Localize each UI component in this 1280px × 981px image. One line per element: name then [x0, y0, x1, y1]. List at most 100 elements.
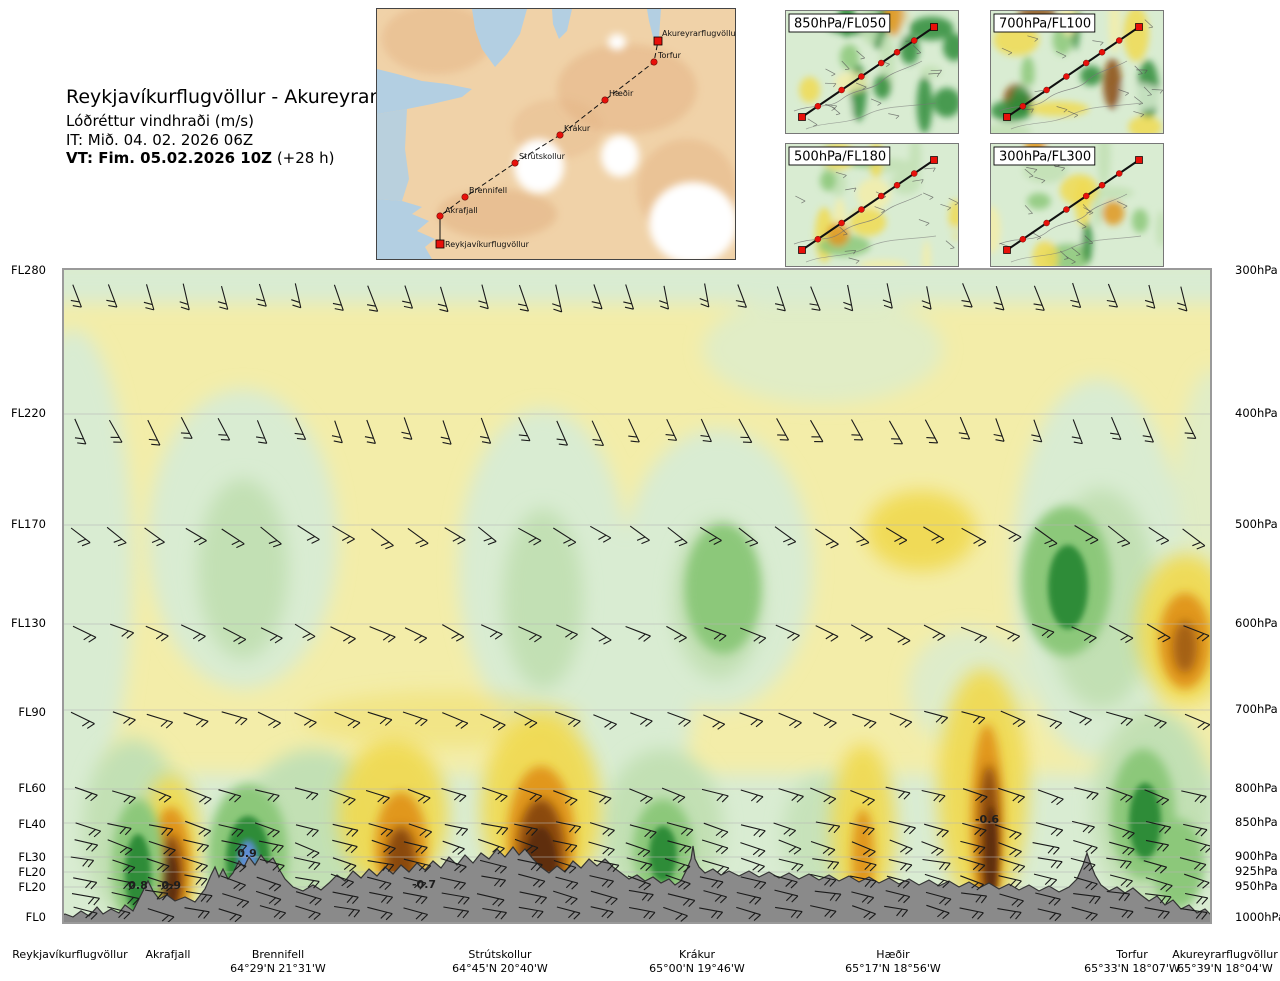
wind-barb: [441, 892, 470, 905]
pressure-tick: 900hPa: [1235, 849, 1278, 863]
wind-barb: [1031, 419, 1043, 443]
wind-barb: [699, 876, 724, 889]
wind-barb: [812, 858, 840, 870]
wind-barb: [667, 840, 692, 854]
wind-barb: [1146, 623, 1171, 643]
wind-barb: [518, 626, 542, 643]
wind-barb: [1073, 839, 1098, 854]
wind-barb: [369, 626, 396, 643]
wind-barb: [217, 285, 229, 310]
wind-barb: [1109, 874, 1133, 888]
panel-waypoint-marker: [838, 219, 845, 227]
wind-barb: [812, 712, 837, 729]
panel-label: 500hPa/FL180: [794, 150, 886, 165]
wind-barb: [1142, 417, 1154, 443]
wind-barb: [148, 824, 174, 837]
wind-barb: [112, 859, 136, 874]
location-name: Akureyrarflugvöllur: [1172, 948, 1278, 961]
location-coords: 65°00'N 19°46'W: [649, 962, 745, 975]
wind-barb: [962, 788, 988, 803]
wind-barb: [740, 824, 766, 838]
wind-barb: [514, 823, 538, 836]
wind-barb: [184, 907, 210, 919]
wind-barb: [699, 907, 724, 920]
wind-barb: [591, 284, 603, 310]
wind-barb: [556, 906, 581, 920]
wind-barb: [332, 857, 357, 872]
panel-canvas: 300hPa/FL300: [991, 144, 1163, 266]
panel-label-box: [788, 13, 891, 33]
wind-barb: [1073, 876, 1098, 891]
wind-barb: [1109, 906, 1134, 919]
wind-barb: [775, 906, 803, 919]
panel-waypoint-marker: [1098, 48, 1106, 56]
wind-barb: [924, 873, 950, 889]
pressure-tick: 925hPa: [1235, 864, 1278, 878]
valid-time-rest: (+28 h): [272, 149, 335, 168]
wind-barb: [368, 823, 394, 837]
page-title: Reykjavíkurflugvöllur - Akureyrarflugvöl…: [66, 86, 467, 108]
wind-barb: [924, 710, 949, 725]
wind-barb: [218, 789, 242, 803]
wind-barb: [887, 627, 911, 646]
panel-waypoint-marker: [910, 37, 918, 44]
wind-barb: [371, 528, 394, 550]
wind-barb: [590, 906, 614, 919]
wind-barb: [1033, 873, 1058, 887]
wind-barb: [815, 625, 839, 642]
wind-barb: [589, 822, 615, 837]
wind-barb: [661, 787, 686, 803]
wind-barb: [514, 838, 539, 854]
waypoint-marker: [650, 58, 658, 66]
wind-barb: [555, 821, 582, 834]
wind-barb: [260, 526, 282, 548]
wind-barb: [625, 625, 651, 642]
wind-barb: [112, 711, 136, 726]
wind-barb: [518, 906, 544, 919]
wind-barb: [404, 627, 428, 644]
wind-barb: [593, 714, 617, 730]
wind-barb: [1106, 890, 1131, 902]
wind-barb: [1184, 417, 1197, 440]
location-name: Akrafjall: [145, 948, 191, 961]
wind-barb: [701, 839, 729, 855]
level-panel-850hpa-fl050: 850hPa/FL050: [785, 10, 959, 134]
pressure-tick: 400hPa: [1235, 406, 1278, 420]
wind-barb: [259, 905, 287, 920]
location-label: Akureyrarflugvöllur 65°39'N 18°04'W: [1115, 948, 1280, 976]
wind-barb: [444, 527, 466, 545]
wind-barb: [590, 525, 612, 543]
flight-level-tick: FL20: [18, 865, 46, 879]
wind-barb: [884, 905, 909, 918]
wind-barb: [106, 284, 118, 308]
wind-barb: [627, 875, 652, 891]
panel-airport-marker: [798, 246, 806, 254]
wind-barb: [659, 285, 670, 310]
wind-barb: [888, 820, 916, 835]
wind-barb: [850, 857, 877, 872]
wind-barb: [1071, 626, 1097, 644]
wind-barb: [667, 893, 696, 908]
panel-waypoint-marker: [1063, 206, 1070, 213]
route-map-canvas: Reykjavíkurflugvöllur Akrafjall Brennifell…: [377, 9, 735, 259]
wind-barb: [629, 788, 653, 804]
wind-barb: [217, 417, 231, 441]
wind-barb: [255, 890, 282, 906]
flight-level-tick: FL40: [18, 817, 46, 831]
wind-barb: [593, 859, 620, 873]
wind-barb: [1144, 284, 1156, 309]
panel-waypoint-marker: [1082, 192, 1090, 200]
wind-barb: [700, 418, 712, 443]
wind-barb: [332, 284, 344, 311]
plot-frame: [63, 269, 1211, 923]
panel-waypoint-marker: [877, 192, 885, 200]
wind-barb: [921, 841, 944, 856]
wind-barb: [664, 858, 691, 873]
wind-barb: [73, 877, 98, 890]
wind-barb: [107, 877, 136, 891]
wind-barb: [107, 823, 132, 836]
wind-barb: [295, 824, 319, 837]
pressure-tick: 500hPa: [1235, 517, 1278, 531]
wind-barb: [591, 420, 605, 447]
panel-airport-marker: [1003, 113, 1011, 121]
